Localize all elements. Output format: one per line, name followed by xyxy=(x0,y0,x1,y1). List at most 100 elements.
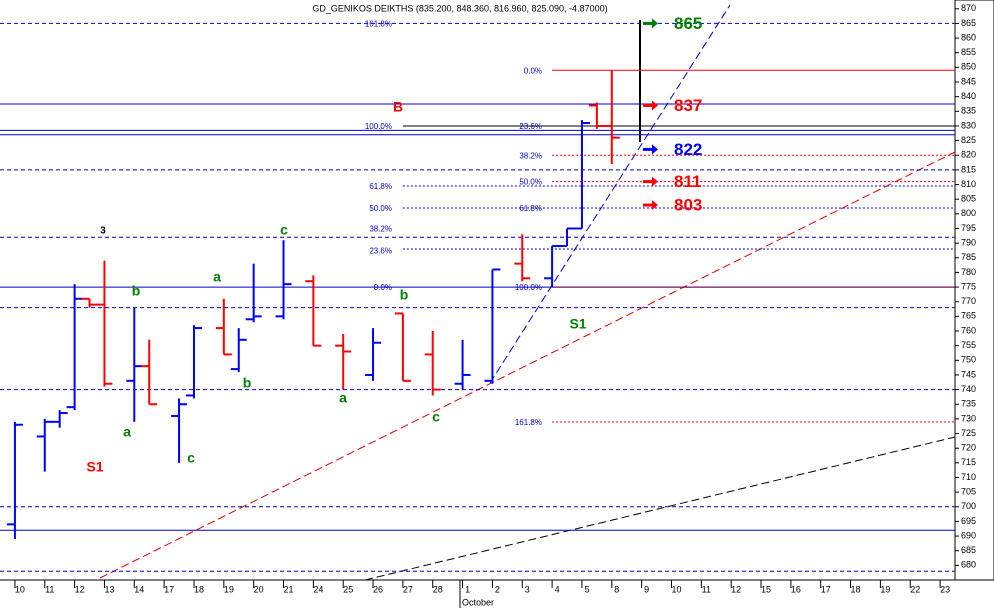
x-tick-label: 15 xyxy=(761,584,771,594)
target-arrowhead xyxy=(652,144,658,155)
y-tick-label: 695 xyxy=(961,516,976,526)
x-tick-label: 18 xyxy=(851,584,861,594)
target-label: 803 xyxy=(674,196,702,215)
x-tick-label: 17 xyxy=(821,584,831,594)
y-tick-label: 840 xyxy=(961,91,976,101)
trend-line xyxy=(489,4,731,384)
y-tick-label: 820 xyxy=(961,150,976,160)
y-tick-label: 690 xyxy=(961,530,976,540)
wave-label: a xyxy=(339,390,347,406)
x-tick-label: 16 xyxy=(791,584,801,594)
target-arrowhead xyxy=(652,100,658,111)
target-arrowhead xyxy=(652,18,658,29)
target-arrowhead xyxy=(652,200,658,211)
wave-label: S1 xyxy=(569,316,586,332)
y-tick-label: 870 xyxy=(961,3,976,13)
y-tick-label: 720 xyxy=(961,443,976,453)
y-tick-label: 825 xyxy=(961,135,976,145)
y-tick-label: 735 xyxy=(961,399,976,409)
x-tick-label: 18 xyxy=(194,584,204,594)
y-tick-label: 810 xyxy=(961,179,976,189)
y-tick-label: 835 xyxy=(961,106,976,116)
x-tick-label: 11 xyxy=(45,584,54,594)
x-tick-label: 1 xyxy=(465,584,470,594)
month-label: October xyxy=(462,597,494,607)
y-tick-label: 740 xyxy=(961,384,976,394)
fib-label: 161.8% xyxy=(515,418,542,427)
fib-label: 61.8% xyxy=(369,182,392,191)
x-tick-label: 28 xyxy=(433,584,443,594)
wave-label: B xyxy=(393,99,403,115)
trend-line xyxy=(99,151,956,579)
y-tick-label: 710 xyxy=(961,472,976,482)
y-tick-label: 745 xyxy=(961,369,976,379)
x-tick-label: 10 xyxy=(671,584,681,594)
x-tick-label: 17 xyxy=(164,584,174,594)
trend-line xyxy=(364,436,956,581)
wave-label: b xyxy=(132,283,141,299)
y-tick-label: 770 xyxy=(961,296,976,306)
x-tick-label: 19 xyxy=(224,584,234,594)
fib-label: 161.8% xyxy=(365,20,392,29)
x-tick-label: 9 xyxy=(644,584,649,594)
y-tick-label: 725 xyxy=(961,428,976,438)
wave-label: c xyxy=(280,222,288,238)
wave-label: a xyxy=(123,424,131,440)
fib-label: 50.0% xyxy=(369,204,392,213)
fib-label: 23.6% xyxy=(519,122,542,131)
y-tick-label: 765 xyxy=(961,311,976,321)
y-tick-label: 755 xyxy=(961,340,976,350)
y-tick-label: 715 xyxy=(961,457,976,467)
x-tick-label: 24 xyxy=(313,584,323,594)
y-tick-label: 680 xyxy=(961,560,976,570)
x-tick-label: 8 xyxy=(614,584,619,594)
target-label: 837 xyxy=(674,96,702,115)
wave-label: 3 xyxy=(100,226,106,237)
x-tick-label: 2 xyxy=(495,584,500,594)
y-tick-label: 800 xyxy=(961,208,976,218)
fib-label: 38.2% xyxy=(519,151,542,160)
x-tick-label: 14 xyxy=(134,584,144,594)
target-arrowhead xyxy=(652,176,658,187)
y-tick-label: 865 xyxy=(961,18,976,28)
fib-label: 100.0% xyxy=(515,283,542,292)
fib-label: 0.0% xyxy=(374,283,392,292)
x-tick-label: 25 xyxy=(343,584,353,594)
fib-label: 38.2% xyxy=(369,225,392,234)
wave-label: c xyxy=(432,409,440,425)
y-tick-label: 855 xyxy=(961,47,976,57)
y-tick-label: 815 xyxy=(961,164,976,174)
y-tick-label: 750 xyxy=(961,355,976,365)
x-tick-label: 12 xyxy=(731,584,741,594)
y-tick-label: 775 xyxy=(961,281,976,291)
y-tick-label: 790 xyxy=(961,238,976,248)
fib-label: 23.6% xyxy=(369,247,392,256)
x-tick-label: 12 xyxy=(75,584,85,594)
y-tick-label: 845 xyxy=(961,76,976,86)
x-tick-label: 4 xyxy=(555,584,560,594)
fib-label: 61.8% xyxy=(519,204,542,213)
x-tick-label: 27 xyxy=(403,584,413,594)
x-tick-label: 21 xyxy=(284,584,294,594)
y-tick-label: 830 xyxy=(961,120,976,130)
wave-label: c xyxy=(187,450,195,466)
y-tick-label: 700 xyxy=(961,501,976,511)
chart-title: GD_GENIKOS DEIKTHS (835.200, 848.360, 81… xyxy=(312,3,607,13)
wave-label: a xyxy=(213,269,221,285)
x-tick-label: 3 xyxy=(525,584,530,594)
x-tick-label: 5 xyxy=(584,584,589,594)
y-tick-label: 850 xyxy=(961,62,976,72)
x-tick-label: 10 xyxy=(15,584,25,594)
x-tick-label: 26 xyxy=(373,584,383,594)
x-tick-label: 11 xyxy=(702,584,711,594)
fib-label: 50.0% xyxy=(519,178,542,187)
x-tick-label: 13 xyxy=(104,584,114,594)
y-tick-label: 780 xyxy=(961,267,976,277)
x-tick-label: 23 xyxy=(940,584,950,594)
x-tick-label: 19 xyxy=(880,584,890,594)
y-tick-label: 760 xyxy=(961,325,976,335)
x-tick-label: 20 xyxy=(254,584,264,594)
y-tick-label: 705 xyxy=(961,486,976,496)
wave-label: b xyxy=(243,375,252,391)
